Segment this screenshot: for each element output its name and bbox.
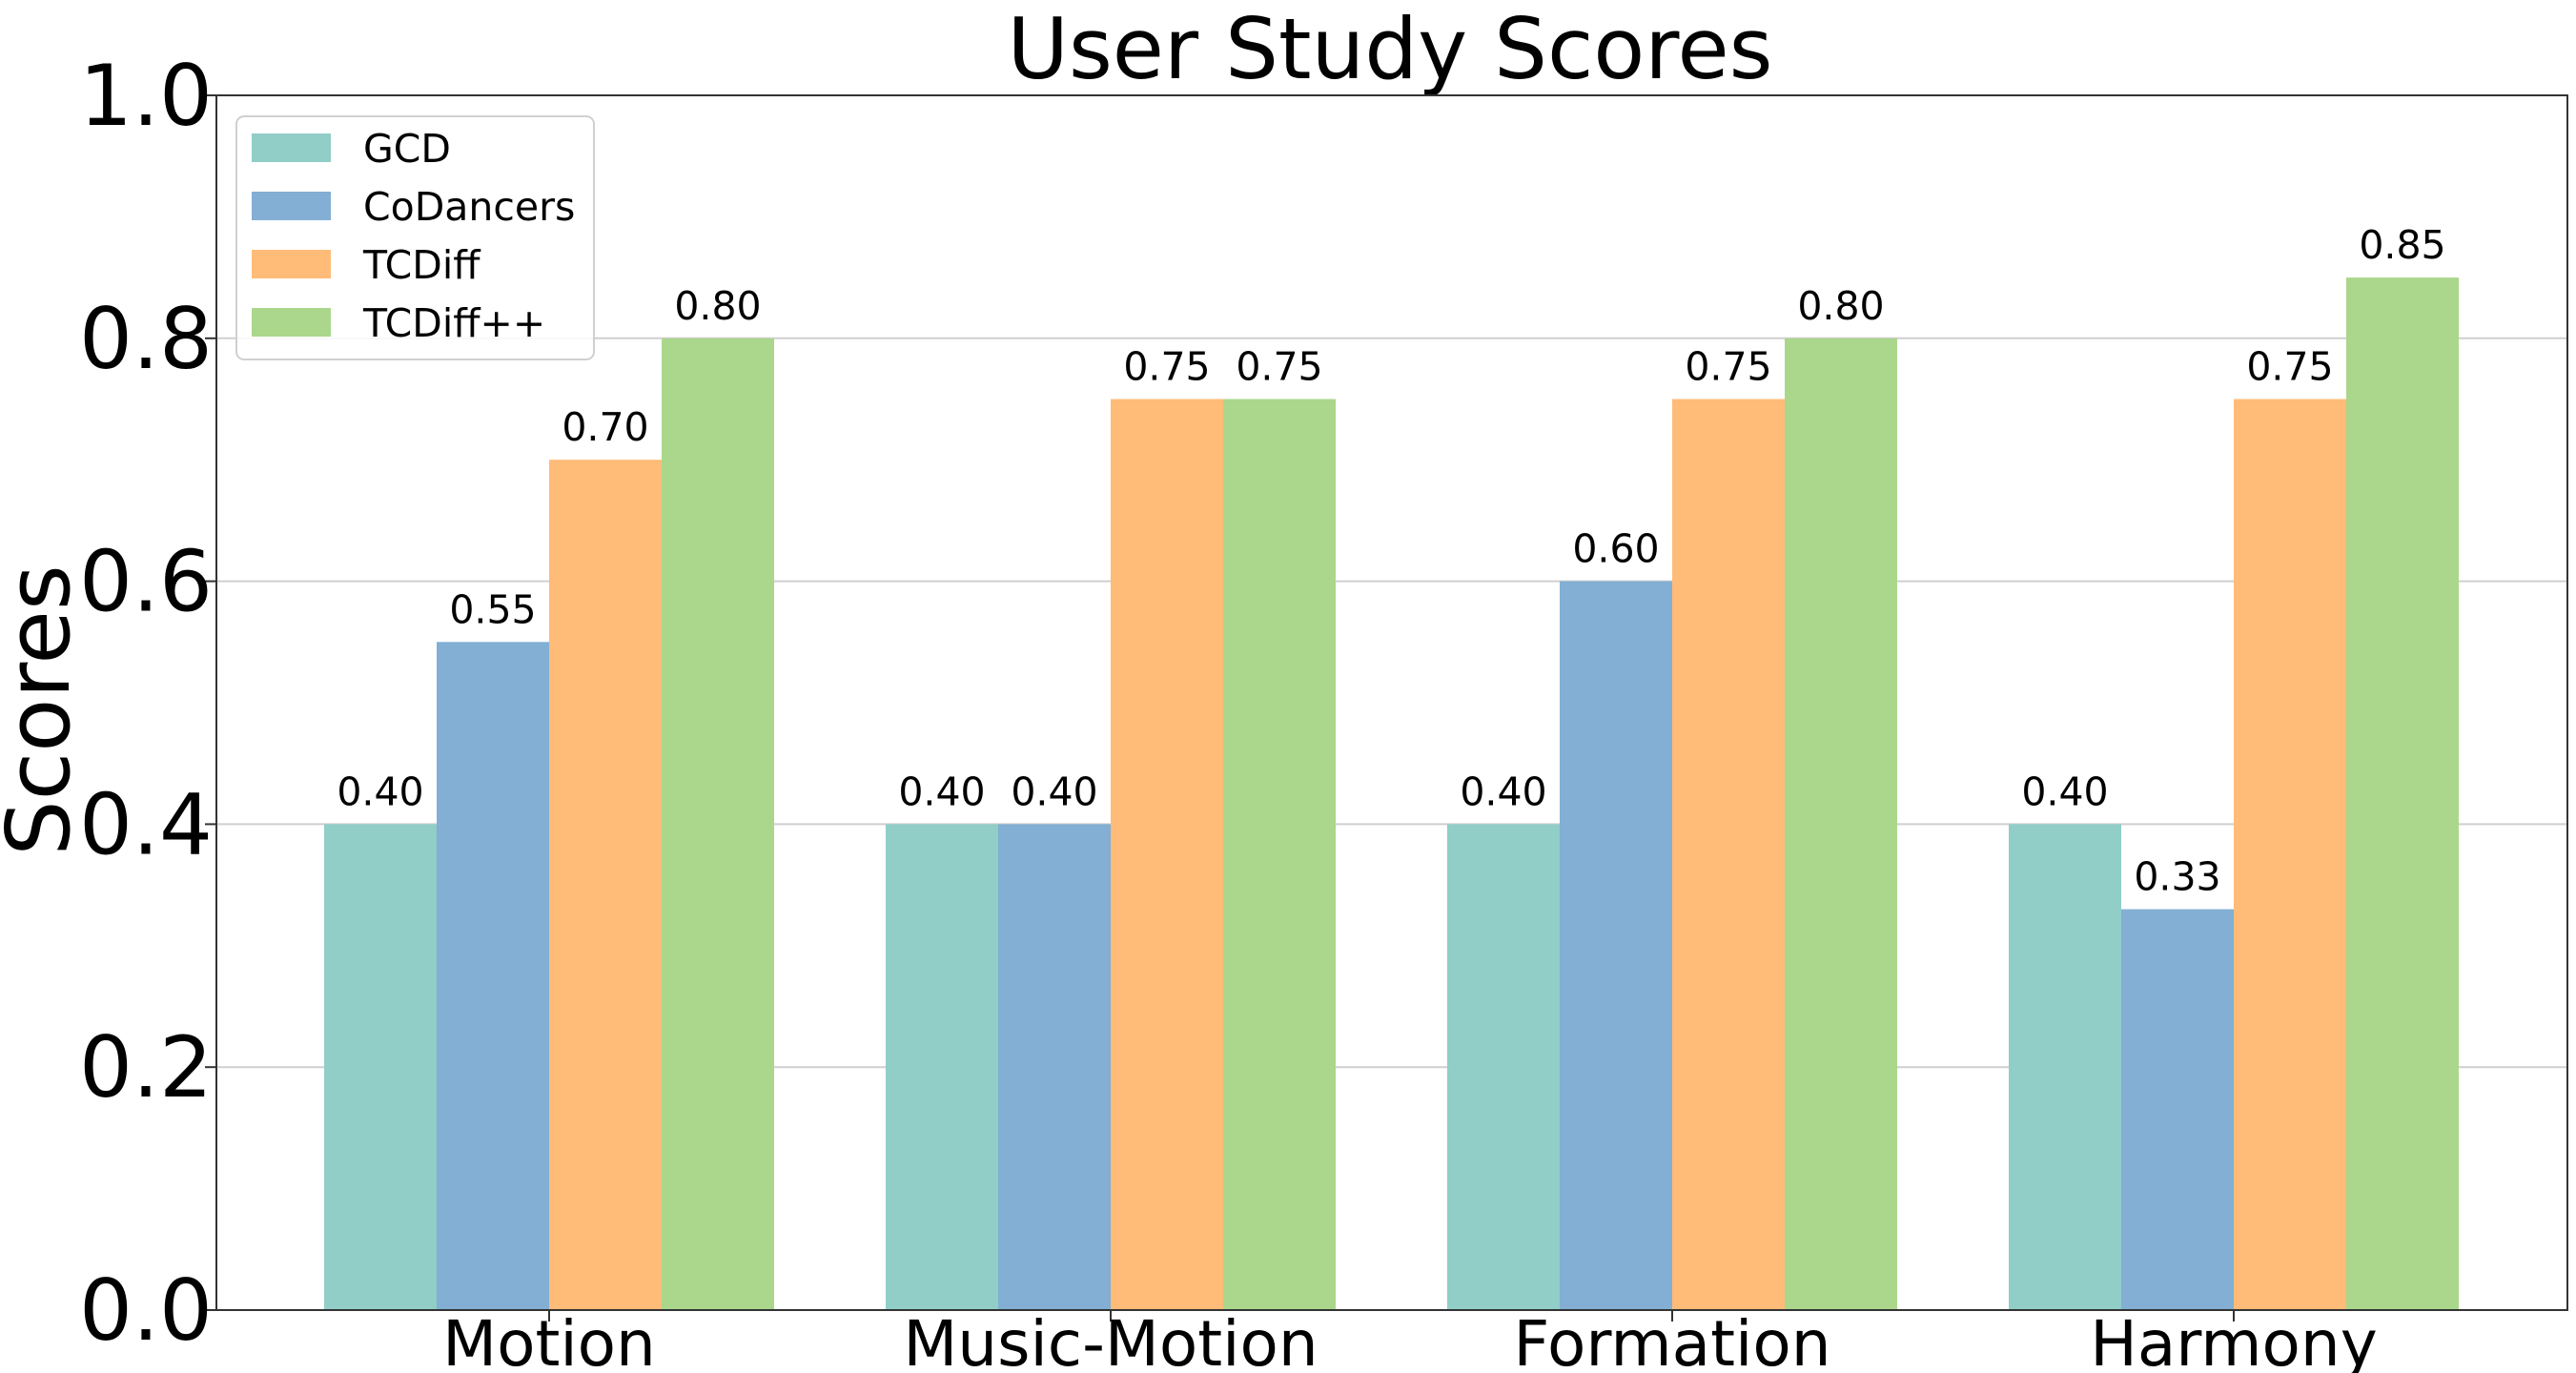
- x-tick-label: Formation: [1513, 1307, 1830, 1373]
- bar: [2234, 399, 2346, 1310]
- y-tick-label: 1.0: [79, 47, 213, 145]
- data-label: 0.85: [2359, 222, 2445, 268]
- data-label: 0.75: [1236, 344, 1322, 390]
- chart-title: User Study Scores: [1008, 0, 1773, 98]
- data-label: 0.40: [2021, 768, 2108, 814]
- data-label: 0.75: [1123, 344, 1210, 390]
- bar: [998, 824, 1111, 1310]
- legend-label: GCD: [363, 126, 451, 172]
- bar: [324, 824, 437, 1310]
- bar: [2009, 824, 2121, 1310]
- legend-label: TCDiff++: [362, 300, 545, 346]
- bar: [1223, 399, 1336, 1310]
- data-label: 0.40: [898, 768, 985, 814]
- data-label: 0.60: [1572, 526, 1659, 572]
- data-label: 0.40: [1011, 768, 1097, 814]
- bar: [437, 642, 549, 1310]
- bar: [1111, 399, 1223, 1310]
- data-label: 0.70: [562, 404, 648, 450]
- data-label: 0.75: [2246, 344, 2333, 390]
- data-label: 0.80: [674, 283, 761, 329]
- bars: [324, 277, 2459, 1311]
- bar: [662, 338, 774, 1310]
- y-axis-ticks: 0.0 0.2 0.4 0.6 0.8 1.0: [79, 47, 216, 1360]
- bar: [1447, 824, 1560, 1310]
- bar: [2121, 909, 2234, 1310]
- legend: GCD CoDancers TCDiff TCDiff++: [235, 115, 595, 360]
- legend-label: TCDiff: [362, 242, 481, 288]
- x-axis-ticks: Motion Music-Motion Formation Harmony: [442, 1307, 2378, 1373]
- data-label: 0.80: [1797, 283, 1884, 329]
- legend-swatch: [252, 133, 331, 162]
- bar: [1672, 399, 1785, 1310]
- y-tick-label: 0.8: [79, 290, 213, 388]
- legend-label: CoDancers: [363, 184, 575, 230]
- data-label: 0.33: [2134, 854, 2220, 900]
- bar: [1785, 338, 1897, 1310]
- bar: [886, 824, 998, 1310]
- data-labels: 0.40 0.55 0.70 0.80 0.40 0.40 0.75 0.75 0.40 0.60…: [337, 222, 2445, 899]
- x-tick-label: Harmony: [2090, 1307, 2378, 1373]
- y-axis-label: Scores: [0, 564, 90, 856]
- bar: [2346, 277, 2459, 1311]
- data-label: 0.55: [449, 586, 536, 632]
- legend-swatch: [252, 192, 331, 220]
- legend-swatch: [252, 250, 331, 278]
- data-label: 0.40: [337, 768, 423, 814]
- y-tick-label: 0.2: [79, 1018, 213, 1117]
- y-tick-label: 0.0: [79, 1261, 213, 1360]
- bar: [549, 460, 662, 1310]
- data-label: 0.40: [1460, 768, 1546, 814]
- bar: [1560, 581, 1672, 1310]
- plot-frame: [215, 94, 2568, 1311]
- y-tick-label: 0.4: [79, 775, 213, 873]
- data-label: 0.75: [1685, 344, 1771, 390]
- legend-box: [235, 115, 595, 360]
- x-tick-label: Music-Motion: [903, 1307, 1318, 1373]
- y-tick-label: 0.6: [79, 533, 213, 631]
- x-tick-label: Motion: [442, 1307, 656, 1373]
- legend-swatch: [252, 308, 331, 337]
